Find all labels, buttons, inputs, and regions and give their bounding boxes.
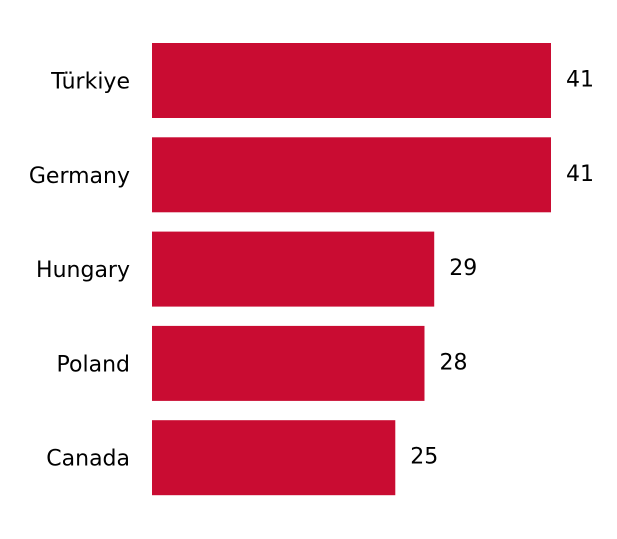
y-tick-label: Hungary xyxy=(36,258,130,283)
value-label: 41 xyxy=(566,68,594,93)
y-tick-label: Germany xyxy=(29,164,130,189)
value-label: 41 xyxy=(566,162,594,187)
bar xyxy=(152,231,435,307)
y-tick-label: Poland xyxy=(57,352,130,377)
bar xyxy=(152,420,396,496)
bar xyxy=(152,137,551,213)
bar xyxy=(152,43,551,118)
y-tick-label: Türkiye xyxy=(50,70,130,95)
value-label: 29 xyxy=(449,256,477,281)
y-tick-label: Canada xyxy=(46,447,130,472)
value-label: 28 xyxy=(439,350,467,375)
value-label: 25 xyxy=(410,445,438,470)
bar xyxy=(152,325,425,401)
